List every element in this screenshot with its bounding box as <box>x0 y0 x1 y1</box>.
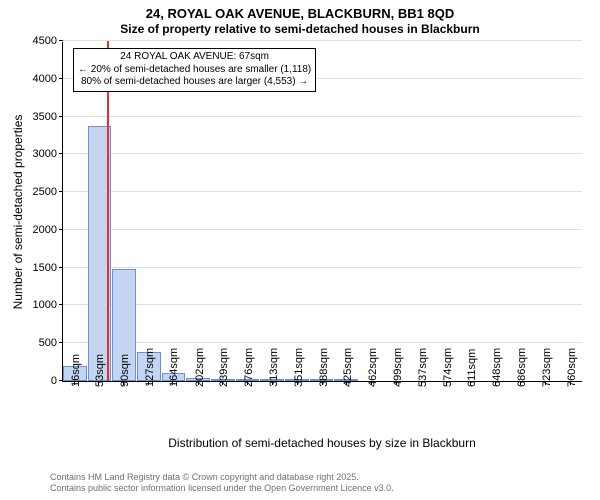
x-tick-mark <box>570 381 571 385</box>
y-tick-label: 2000 <box>33 224 57 236</box>
y-tick-mark <box>59 267 63 268</box>
footer-line2: Contains public sector information licen… <box>50 483 394 494</box>
chart-container: 24, ROYAL OAK AVENUE, BLACKBURN, BB1 8QD… <box>0 0 600 500</box>
x-tick-mark <box>346 381 347 385</box>
gridline <box>63 40 582 41</box>
x-tick-label: 276sqm <box>243 348 255 387</box>
chart-title: 24, ROYAL OAK AVENUE, BLACKBURN, BB1 8QD… <box>0 0 600 37</box>
gridline <box>63 191 582 192</box>
x-tick-label: 723sqm <box>541 348 553 387</box>
x-tick-mark <box>421 381 422 385</box>
plot-outer: 05001000150020002500300035004000450016sq… <box>62 42 582 382</box>
footer-attribution: Contains HM Land Registry data © Crown c… <box>50 472 394 495</box>
x-tick-mark <box>172 381 173 385</box>
x-tick-label: 648sqm <box>491 348 503 387</box>
x-tick-mark <box>446 381 447 385</box>
x-tick-label: 127sqm <box>144 348 156 387</box>
y-tick-mark <box>59 304 63 305</box>
x-tick-label: 686sqm <box>516 348 528 387</box>
y-axis-label: Number of semi-detached properties <box>11 115 25 310</box>
title-line1: 24, ROYAL OAK AVENUE, BLACKBURN, BB1 8QD <box>0 6 600 22</box>
x-tick-label: 611sqm <box>466 349 478 387</box>
x-tick-label: 313sqm <box>268 348 280 387</box>
y-tick-mark <box>59 191 63 192</box>
x-tick-label: 537sqm <box>417 348 429 387</box>
x-tick-label: 351sqm <box>293 348 305 387</box>
y-tick-label: 3000 <box>33 148 57 160</box>
y-tick-label: 1000 <box>33 299 57 311</box>
y-tick-mark <box>59 153 63 154</box>
y-tick-mark <box>59 116 63 117</box>
annotation-box: 24 ROYAL OAK AVENUE: 67sqm← 20% of semi-… <box>73 48 316 92</box>
x-tick-label: 16sqm <box>70 354 82 387</box>
y-tick-mark <box>59 40 63 41</box>
reference-line <box>107 41 109 381</box>
y-tick-label: 0 <box>51 375 57 387</box>
x-tick-label: 90sqm <box>119 354 131 387</box>
x-tick-label: 239sqm <box>218 348 230 387</box>
gridline <box>63 229 582 230</box>
x-tick-mark <box>545 381 546 385</box>
footer-line1: Contains HM Land Registry data © Crown c… <box>50 472 394 483</box>
y-tick-label: 500 <box>39 337 57 349</box>
x-tick-mark <box>520 381 521 385</box>
x-tick-mark <box>98 381 99 385</box>
gridline <box>63 267 582 268</box>
x-tick-mark <box>495 381 496 385</box>
y-tick-label: 1500 <box>33 262 57 274</box>
x-tick-mark <box>123 381 124 385</box>
x-tick-mark <box>148 381 149 385</box>
x-tick-mark <box>247 381 248 385</box>
x-tick-mark <box>74 381 75 385</box>
title-line2: Size of property relative to semi-detach… <box>0 22 600 37</box>
x-tick-label: 53sqm <box>94 354 106 387</box>
x-tick-label: 760sqm <box>566 348 578 387</box>
x-tick-label: 202sqm <box>194 348 206 387</box>
y-tick-label: 4000 <box>33 73 57 85</box>
x-tick-label: 574sqm <box>442 348 454 387</box>
x-axis-label: Distribution of semi-detached houses by … <box>168 436 476 450</box>
y-tick-label: 3500 <box>33 111 57 123</box>
x-tick-label: 164sqm <box>168 348 180 387</box>
x-tick-mark <box>198 381 199 385</box>
x-tick-mark <box>322 381 323 385</box>
y-tick-mark <box>59 229 63 230</box>
x-tick-mark <box>396 381 397 385</box>
x-tick-mark <box>222 381 223 385</box>
y-tick-mark <box>59 342 63 343</box>
gridline <box>63 304 582 305</box>
plot-area: 05001000150020002500300035004000450016sq… <box>62 42 582 382</box>
x-tick-label: 388sqm <box>318 348 330 387</box>
y-tick-label: 4500 <box>33 35 57 47</box>
x-tick-mark <box>272 381 273 385</box>
x-tick-mark <box>297 381 298 385</box>
y-tick-label: 2500 <box>33 186 57 198</box>
x-tick-mark <box>371 381 372 385</box>
x-tick-mark <box>470 381 471 385</box>
gridline <box>63 342 582 343</box>
x-tick-label: 462sqm <box>367 348 379 387</box>
annotation-line1: 24 ROYAL OAK AVENUE: 67sqm <box>78 51 311 64</box>
x-tick-label: 499sqm <box>392 348 404 387</box>
x-tick-label: 425sqm <box>342 348 354 387</box>
annotation-line3: 80% of semi-detached houses are larger (… <box>78 76 311 89</box>
annotation-line2: ← 20% of semi-detached houses are smalle… <box>78 64 311 77</box>
gridline <box>63 116 582 117</box>
gridline <box>63 153 582 154</box>
y-tick-mark <box>59 78 63 79</box>
